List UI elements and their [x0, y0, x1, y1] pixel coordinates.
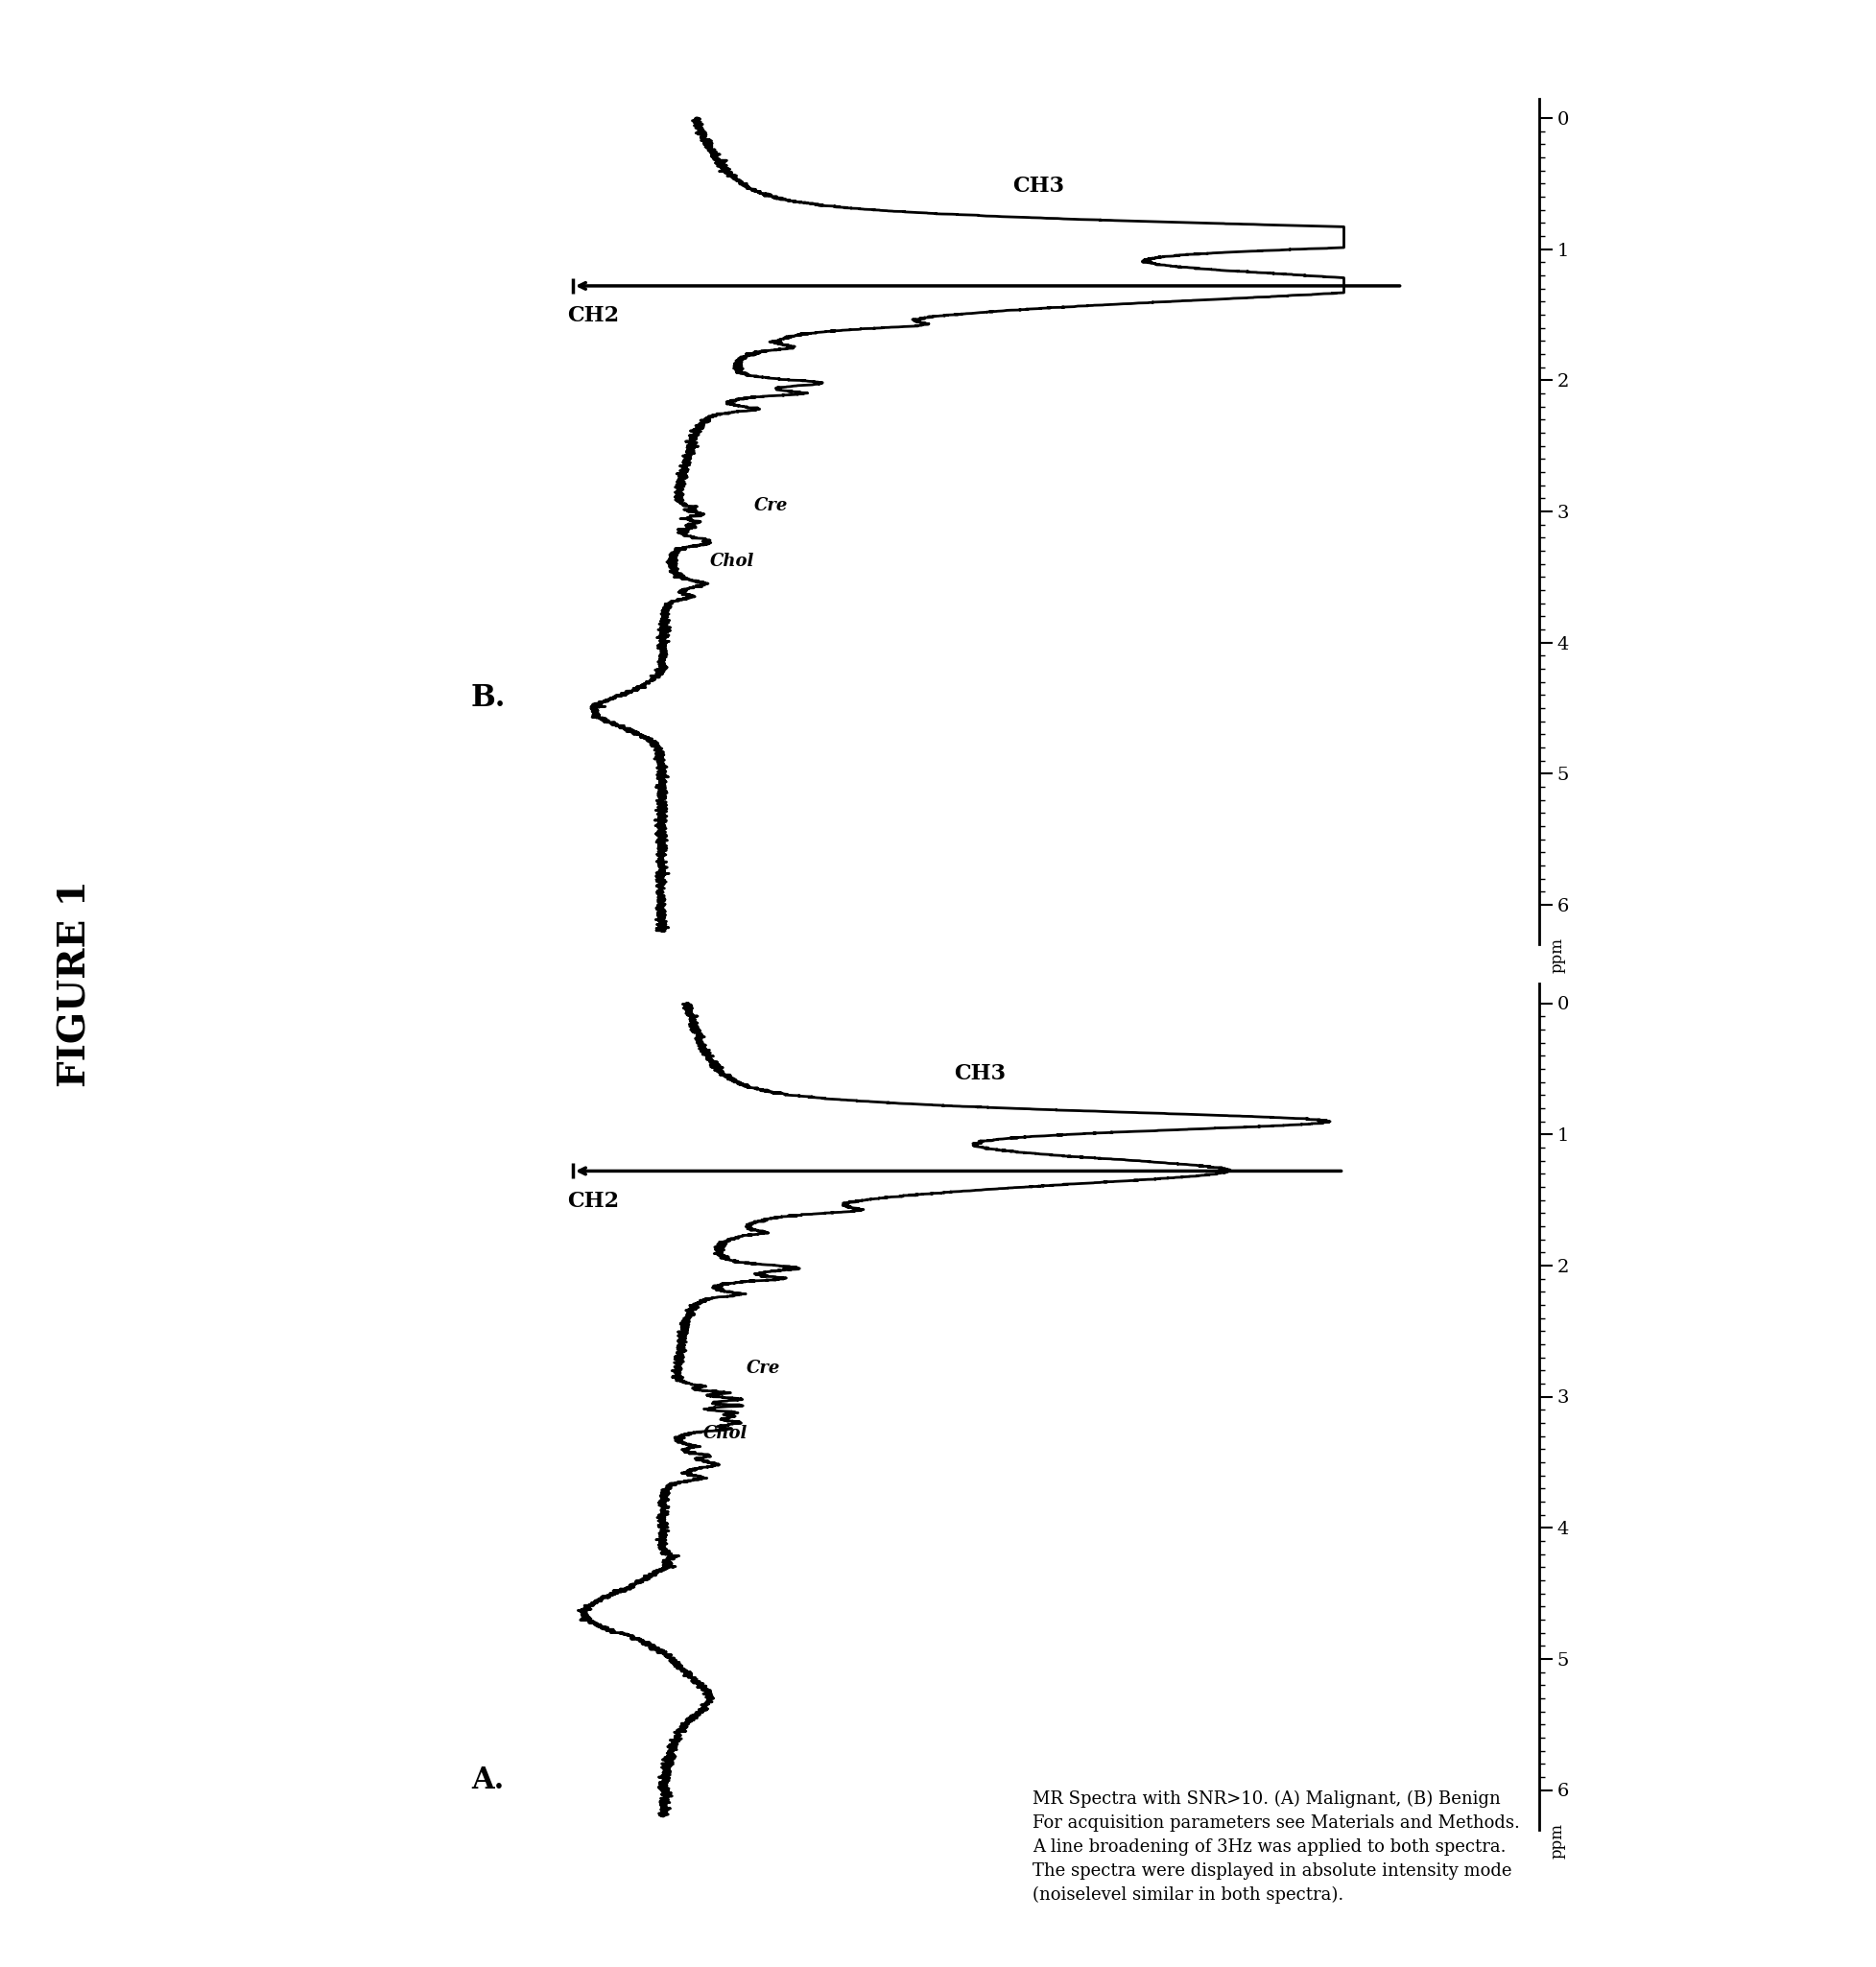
Text: Cre: Cre: [747, 1359, 780, 1377]
Text: CH2: CH2: [567, 1190, 619, 1212]
Text: FIGURE 1: FIGURE 1: [56, 879, 94, 1088]
Text: Chol: Chol: [709, 553, 754, 570]
Text: ppm: ppm: [1548, 938, 1565, 974]
Text: A.: A.: [471, 1764, 505, 1796]
Text: CH3: CH3: [953, 1064, 1006, 1084]
Text: B.: B.: [471, 683, 505, 714]
Text: CH2: CH2: [567, 305, 619, 327]
Text: CH3: CH3: [1011, 175, 1064, 197]
Text: ppm: ppm: [1548, 1823, 1565, 1859]
Text: Cre: Cre: [754, 498, 788, 513]
Text: Chol: Chol: [704, 1426, 749, 1442]
Text: MR Spectra with SNR>10. (A) Malignant, (B) Benign
For acquisition parameters see: MR Spectra with SNR>10. (A) Malignant, (…: [1032, 1790, 1520, 1904]
